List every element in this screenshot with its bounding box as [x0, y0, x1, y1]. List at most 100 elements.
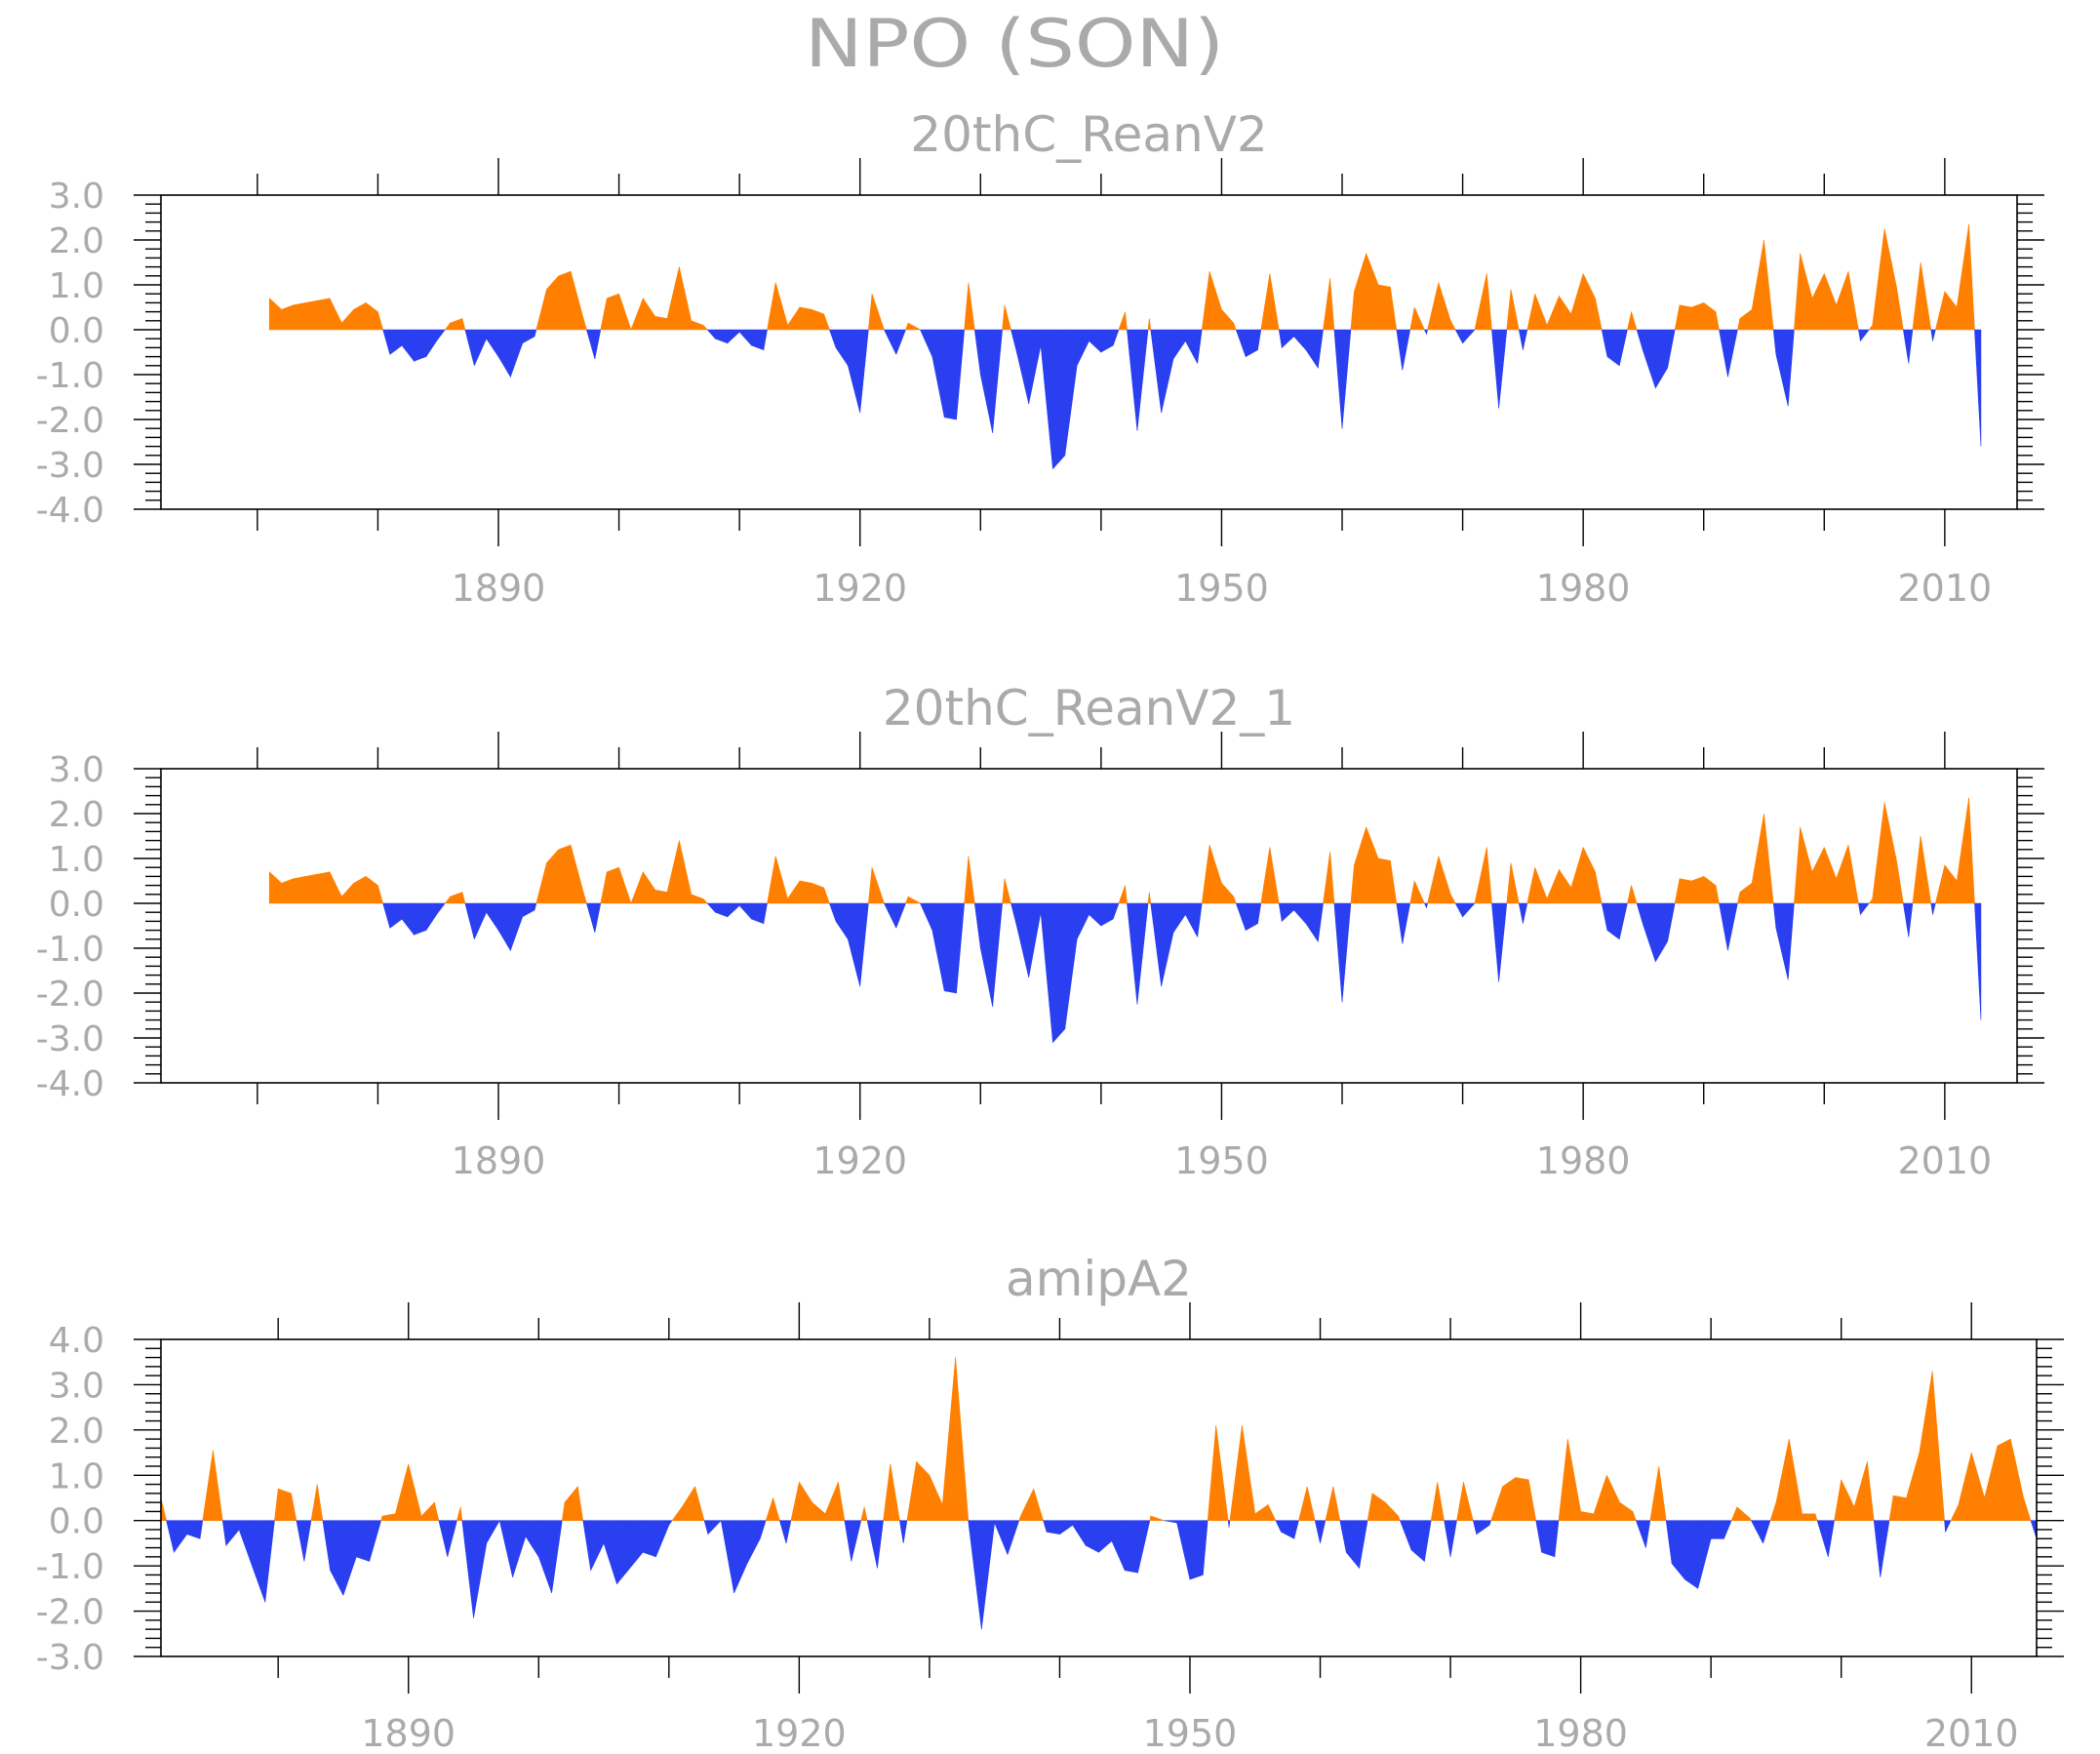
negative-area-segment	[1257, 329, 1262, 350]
positive-area-segment	[546, 275, 560, 331]
negative-area-segment	[851, 1520, 862, 1562]
positive-area-segment	[1956, 797, 1969, 904]
negative-area-segment	[1491, 329, 1499, 409]
negative-area-segment	[848, 329, 861, 414]
negative-area-segment	[1314, 1520, 1321, 1543]
positive-area-segment	[1002, 878, 1006, 904]
negative-area-segment	[1426, 902, 1428, 908]
positive-area-segment	[310, 1484, 318, 1522]
negative-area-segment	[1775, 902, 1789, 980]
positive-area-segment	[1582, 273, 1596, 331]
y-tick-label: 1.0	[49, 266, 104, 306]
y-tick-label: 0.0	[49, 1502, 104, 1542]
negative-area-segment	[1684, 1520, 1699, 1589]
negative-area-segment	[322, 1520, 331, 1571]
positive-area-segment	[1430, 1482, 1439, 1522]
negative-area-segment	[586, 329, 596, 359]
negative-area-segment	[1059, 1520, 1074, 1535]
positive-area-segment	[600, 298, 608, 331]
negative-area-segment	[437, 329, 446, 340]
positive-area-segment	[1730, 1506, 1738, 1522]
negative-area-segment	[1697, 1520, 1712, 1589]
positive-area-segment	[1208, 271, 1222, 331]
positive-area-segment	[787, 306, 801, 331]
positive-area-segment	[1474, 273, 1487, 331]
negative-area-segment	[738, 329, 752, 346]
negative-area-segment	[401, 902, 415, 937]
negative-area-segment	[956, 329, 966, 420]
negative-area-segment	[1667, 329, 1676, 369]
negative-area-segment	[1317, 329, 1324, 369]
positive-area-segment	[1409, 880, 1415, 904]
negative-area-segment	[981, 1520, 995, 1630]
negative-area-segment	[1345, 1520, 1360, 1570]
positive-area-segment	[1934, 291, 1946, 331]
positive-area-segment	[1834, 1479, 1842, 1522]
negative-area-segment	[1974, 329, 1982, 447]
y-tick-label: -4.0	[36, 1064, 104, 1104]
positive-area-segment	[1906, 1452, 1921, 1522]
chart-panel-2: 20thC_ReanV2_1 3.0 2.0 1.0 0.0 -1.0 -2.0-3.0 -4…	[36, 680, 2044, 1182]
positive-area-segment	[1674, 304, 1681, 331]
positive-area-segment	[408, 1463, 422, 1522]
positive-area-segment	[1896, 860, 1904, 904]
y-tick-label: 3.0	[49, 1366, 104, 1406]
positive-area-segment	[1269, 847, 1280, 904]
negative-area-segment	[590, 1520, 605, 1571]
positive-area-segment	[281, 304, 295, 331]
negative-area-segment	[738, 902, 752, 920]
x-tick-label: 1890	[452, 567, 546, 610]
positive-area-segment	[444, 896, 451, 904]
positive-area-segment	[799, 880, 812, 904]
x-tick-label: 2010	[1897, 1139, 1992, 1182]
positive-area-segment	[702, 897, 708, 904]
negative-area-segment	[1305, 329, 1319, 370]
positive-area-segment	[773, 1497, 780, 1522]
negative-area-segment	[369, 1520, 382, 1562]
negative-area-segment	[1112, 902, 1120, 920]
negative-area-segment	[1010, 329, 1017, 353]
positive-area-segment	[1582, 847, 1596, 904]
y-tick-label: -3.0	[36, 1638, 104, 1678]
positive-area-segment	[377, 311, 384, 331]
positive-area-segment	[353, 875, 367, 904]
negative-area-segment	[1671, 1520, 1685, 1580]
positive-area-segment	[955, 1357, 970, 1522]
negative-area-segment	[1945, 1520, 1952, 1533]
negative-area-segment	[382, 329, 391, 355]
x-tick-label: 1980	[1533, 1712, 1628, 1754]
positive-area-segment	[691, 894, 704, 904]
negative-area-segment	[1185, 329, 1199, 364]
positive-area-segment	[1749, 1518, 1752, 1522]
negative-area-segment	[1654, 329, 1668, 389]
y-tick-label: 3.0	[49, 177, 104, 217]
negative-area-segment	[1010, 902, 1017, 927]
negative-area-segment	[1076, 902, 1090, 939]
positive-area-segment	[1691, 875, 1705, 904]
negative-area-segment	[166, 1520, 175, 1553]
negative-area-segment	[1424, 1520, 1432, 1562]
negative-area-segment	[785, 1520, 792, 1543]
negative-area-segment	[1816, 1520, 1829, 1557]
negative-area-segment	[199, 1520, 204, 1539]
positive-area-segment	[812, 1501, 826, 1522]
positive-area-segment	[1558, 1439, 1568, 1522]
positive-area-segment	[1570, 273, 1584, 331]
positive-area-segment	[1118, 311, 1126, 331]
positive-area-segment	[681, 1485, 695, 1522]
positive-area-segment	[1427, 282, 1440, 331]
positive-area-segment	[1892, 1495, 1907, 1522]
positive-area-segment	[1526, 867, 1536, 904]
positive-area-segment	[679, 266, 693, 331]
negative-area-segment	[1654, 902, 1668, 963]
negative-area-segment	[2030, 1520, 2038, 1539]
negative-area-segment	[1724, 1520, 1732, 1539]
positive-area-segment	[916, 1460, 931, 1522]
positive-area-segment	[1649, 1465, 1660, 1522]
positive-area-segment	[1794, 253, 1801, 331]
negative-area-segment	[899, 1520, 904, 1543]
negative-area-segment	[522, 902, 535, 918]
positive-area-segment	[582, 890, 587, 904]
positive-area-segment	[1566, 1439, 1581, 1522]
negative-area-segment	[1278, 902, 1283, 922]
